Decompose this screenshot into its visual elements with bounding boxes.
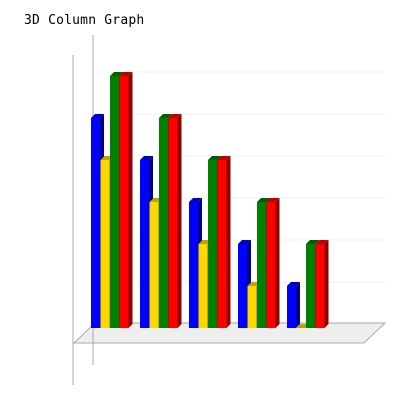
bar-s4-c2 [168,114,182,328]
bars [91,72,329,328]
bar-s4-c4 [266,198,280,328]
chart-title: 3D Column Graph [24,13,145,28]
bar-s1-c5 [287,282,300,328]
bar-s4-c5 [315,240,329,328]
bar-s4-c1 [119,72,133,328]
bar-s4-c3 [217,156,231,328]
